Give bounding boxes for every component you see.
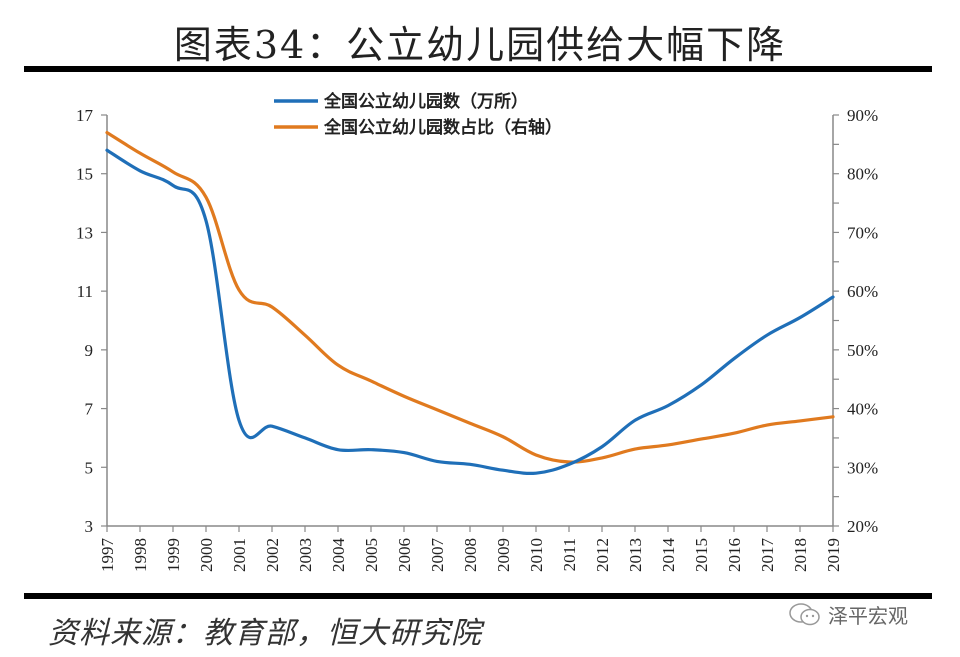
y-left-tick-label: 3	[85, 517, 94, 536]
y-right-tick-label: 90%	[847, 106, 878, 125]
x-tick-label: 1999	[164, 538, 183, 572]
line-chart: 3 5 7 9 11 13 15 17 20% 30% 40% 50% 60% 70% 80% 90% 1997…	[76, 91, 878, 573]
x-tick-label: 2007	[428, 538, 447, 573]
y-right-tick-label: 30%	[847, 458, 878, 477]
y-left-tick-label: 7	[85, 400, 94, 419]
x-tick-label: 2019	[824, 538, 843, 572]
x-tick-label: 2015	[692, 538, 711, 572]
y-right-tick-label: 60%	[847, 282, 878, 301]
y-left-tick-label: 17	[76, 106, 94, 125]
chart-title: 图表34：公立幼儿园供给大幅下降	[173, 23, 787, 67]
x-tick-label: 2017	[758, 538, 777, 573]
x-tick-label: 2009	[494, 538, 513, 572]
brand-watermark: 泽平宏观	[788, 600, 908, 629]
y-left-tick-label: 5	[85, 458, 94, 477]
x-tick-label: 2010	[527, 538, 546, 572]
y-right-tick-label: 20%	[847, 517, 878, 536]
y-right-tick-label: 50%	[847, 341, 878, 360]
x-tick-label: 2016	[725, 538, 744, 572]
y-left-tick-label: 9	[85, 341, 94, 360]
y-right-tick-label: 80%	[847, 165, 878, 184]
series-line-share	[105, 131, 835, 464]
wechat-icon	[789, 602, 820, 625]
x-tick-label: 2004	[329, 538, 348, 573]
x-tick-label: 2006	[395, 538, 414, 572]
bottom-divider	[24, 593, 932, 599]
x-tick-label: 2014	[659, 538, 678, 573]
x-tick-label: 2001	[230, 538, 249, 572]
x-tick-label: 2003	[296, 538, 315, 572]
brand-name: 泽平宏观	[828, 604, 908, 628]
x-tick-label: 1997	[98, 538, 117, 573]
x-tick-label: 2008	[461, 538, 480, 572]
legend-label: 全国公立幼儿园数（万所）	[323, 91, 528, 112]
x-tick-label: 2002	[263, 538, 282, 572]
x-tick-label: 1998	[131, 538, 150, 572]
top-divider	[24, 66, 932, 72]
series-line-count	[105, 148, 835, 475]
x-tick-label: 2013	[626, 538, 645, 572]
x-tick-label: 2005	[362, 538, 381, 572]
x-tick-label: 2012	[593, 538, 612, 572]
source-note: 资料来源：教育部，恒大研究院	[48, 616, 482, 651]
y-right-tick-label: 40%	[847, 400, 878, 419]
y-right-tick-label: 70%	[847, 223, 878, 242]
x-tick-label: 2000	[197, 538, 216, 572]
y-left-tick-label: 15	[76, 165, 93, 184]
x-tick-label: 2011	[560, 538, 579, 571]
legend-label: 全国公立幼儿园数占比（右轴）	[323, 117, 562, 138]
y-left-tick-label: 11	[77, 282, 93, 301]
x-tick-label: 2018	[791, 538, 810, 572]
y-left-tick-label: 13	[76, 223, 93, 242]
